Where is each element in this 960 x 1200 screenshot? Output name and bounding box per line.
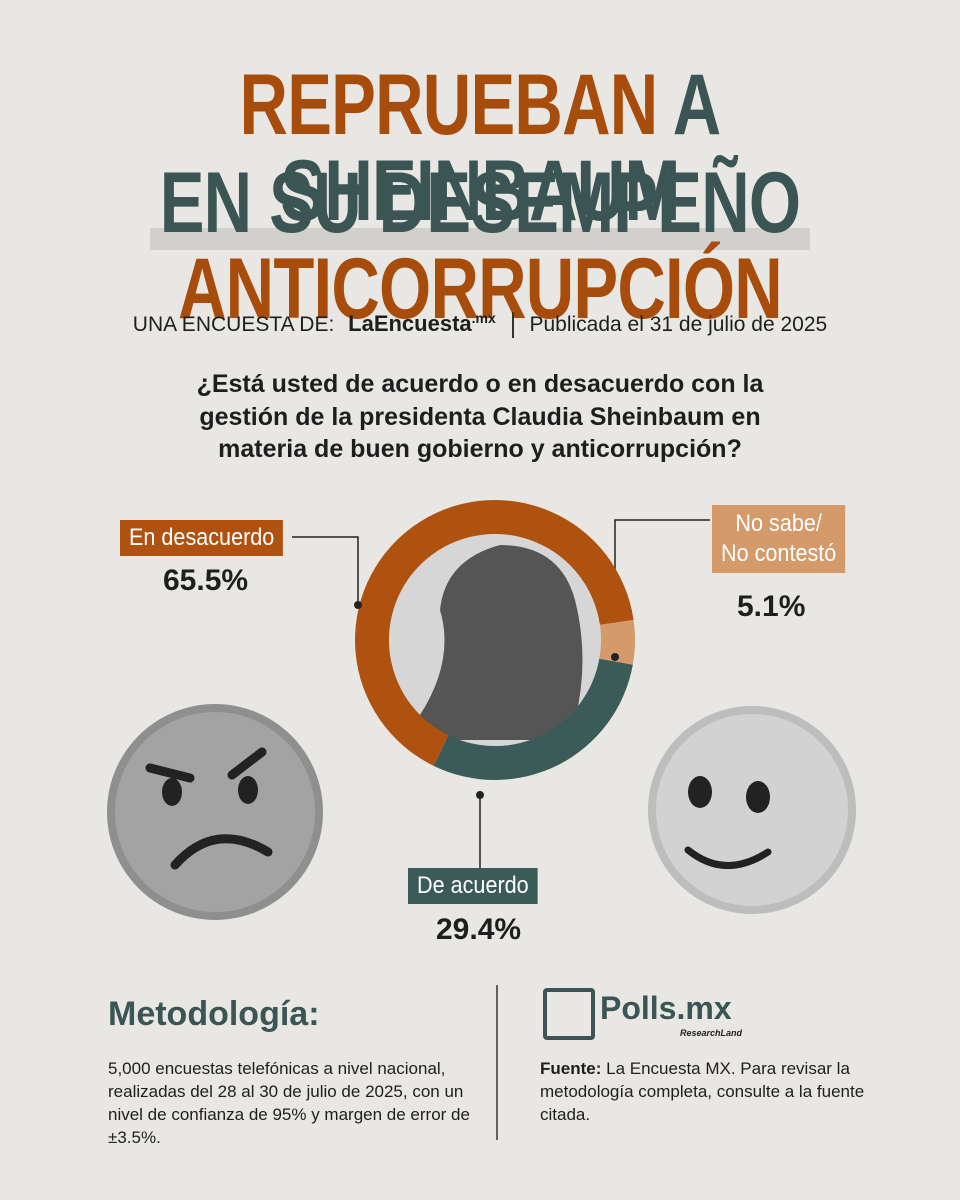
sad-face-inner (115, 712, 315, 912)
value-label: 5.1% (737, 590, 806, 623)
eye (162, 778, 182, 806)
published: Publicada el 31 de julio de 2025 (529, 313, 828, 336)
leader-dot (476, 791, 484, 799)
leader-line (292, 536, 359, 605)
divider (511, 312, 514, 339)
value-label: 65.5% (163, 564, 249, 597)
donut-slice (599, 620, 635, 665)
eye (688, 776, 712, 808)
leader-dot (354, 601, 362, 609)
title-part: EN SU DESEMPEÑO (159, 155, 801, 251)
title-line1: REPRUEBAN A SHEINBAUM (106, 62, 855, 234)
methodology-text: 5,000 encuestas telefónicas a nivel naci… (108, 1059, 470, 1147)
title-part: ANTICORRUPCIÓN (178, 241, 783, 337)
brows (145, 747, 267, 783)
smile (684, 846, 772, 869)
title-part: REPRUEBAN (239, 57, 659, 153)
leader-dot (611, 653, 619, 661)
legend-label: De acuerdo (408, 868, 538, 904)
polls-icon (543, 988, 595, 1040)
portrait-figure (420, 545, 583, 740)
title-part: A SHEINBAUM (280, 57, 721, 239)
question: ¿Está usted de acuerdo o en desacuerdo c… (196, 370, 764, 463)
legend-label: En desacuerdo (120, 520, 284, 556)
eye (238, 776, 258, 804)
polls-logo: Polls.mx (600, 990, 732, 1026)
logo-suffix: .mx (471, 310, 496, 326)
byline-row: UNA ENCUESTA DE: LaEncuesta.mx Publicada… (0, 310, 960, 339)
frown (170, 834, 273, 870)
byline: UNA ENCUESTA DE: (132, 313, 335, 336)
eye (746, 781, 770, 813)
logo: LaEncuesta (348, 311, 472, 336)
source: Fuente: La Encuesta MX. Para revisar la … (540, 1058, 880, 1127)
source-label: Fuente: (540, 1059, 602, 1078)
source-text: La Encuesta MX. Para revisar la metodolo… (540, 1059, 865, 1124)
value-label: 29.4% (436, 913, 522, 946)
methodology-title: Metodología: (108, 995, 320, 1033)
donut-slice (433, 658, 633, 780)
title-underlay (150, 228, 810, 250)
legend-label: No sabe/ No contestó (712, 505, 846, 573)
polls-sub: ResearchLand (680, 1028, 743, 1038)
title-line2: EN SU DESEMPEÑO ANTICORRUPCIÓN (106, 160, 855, 332)
